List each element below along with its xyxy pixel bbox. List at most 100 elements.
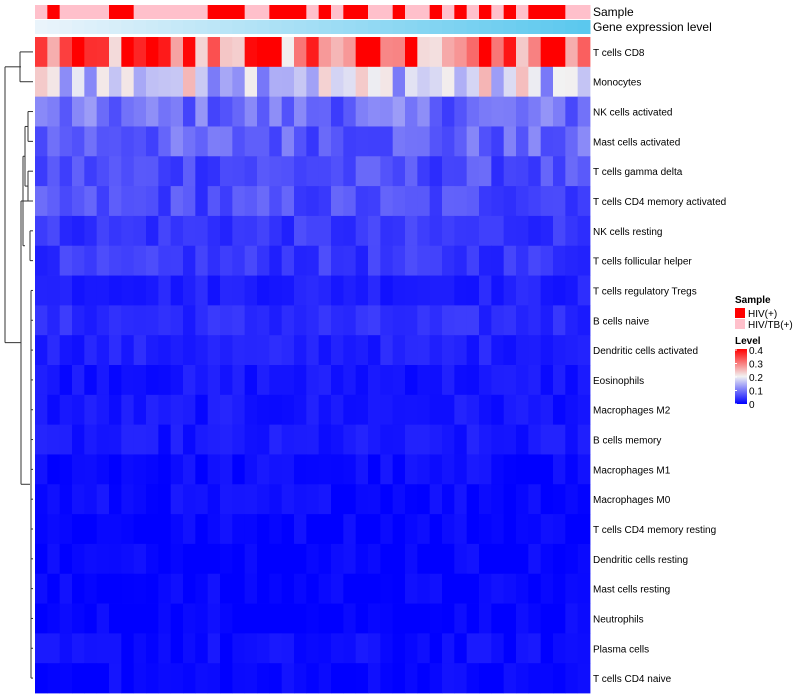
expression-annotation-cell bbox=[442, 20, 455, 34]
heatmap-cell bbox=[158, 186, 172, 217]
expression-annotation-cell bbox=[355, 20, 369, 34]
expression-annotation-cell bbox=[35, 20, 48, 34]
row-label: Monocytes bbox=[593, 78, 641, 89]
legend-swatch-hivtb bbox=[735, 319, 745, 329]
expression-annotation-cell bbox=[183, 20, 196, 34]
heatmap-cell bbox=[355, 365, 369, 396]
heatmap-cell bbox=[195, 215, 209, 247]
heatmap-cell bbox=[466, 603, 480, 634]
heatmap-cell bbox=[121, 156, 135, 187]
heatmap-cell bbox=[442, 633, 455, 664]
heatmap-cell bbox=[392, 96, 406, 127]
heatmap-cell bbox=[158, 573, 172, 604]
heatmap-cell bbox=[294, 543, 307, 575]
heatmap-cell bbox=[368, 186, 381, 217]
heatmap-cell bbox=[479, 633, 492, 664]
heatmap-cell bbox=[355, 603, 369, 634]
legend-label-hiv: HIV(+) bbox=[748, 309, 777, 320]
heatmap-cell bbox=[47, 245, 61, 276]
heatmap-cell bbox=[577, 245, 591, 276]
heatmap-cell bbox=[207, 573, 221, 604]
heatmap-cell bbox=[146, 603, 159, 634]
heatmap-cell bbox=[35, 424, 48, 455]
heatmap-cell bbox=[146, 245, 159, 276]
heatmap-cell bbox=[47, 365, 61, 396]
heatmap-cell bbox=[331, 335, 344, 366]
heatmap-cell bbox=[109, 633, 122, 664]
heatmap-cell bbox=[429, 603, 443, 634]
heatmap-cell bbox=[244, 215, 258, 247]
sample-annotation-label: Sample bbox=[593, 5, 634, 19]
heatmap-cell bbox=[368, 96, 381, 127]
heatmap-cell bbox=[577, 37, 591, 68]
heatmap-cell bbox=[96, 603, 110, 634]
heatmap-cell bbox=[540, 215, 554, 247]
heatmap-cell bbox=[294, 305, 307, 336]
legend-sample-title: Sample bbox=[735, 295, 771, 306]
heatmap-cell bbox=[577, 543, 591, 575]
heatmap-cell bbox=[466, 215, 480, 247]
heatmap-cell bbox=[35, 603, 48, 634]
heatmap-cell bbox=[257, 245, 270, 276]
expression-annotation-cell bbox=[170, 20, 184, 34]
heatmap-cell bbox=[35, 633, 48, 664]
heatmap-cell bbox=[355, 156, 369, 187]
expression-annotation-cell bbox=[269, 20, 283, 34]
heatmap-cell bbox=[121, 454, 135, 485]
heatmap-cell bbox=[195, 245, 209, 276]
heatmap-cell bbox=[380, 603, 394, 634]
expression-annotation-cell bbox=[146, 20, 159, 34]
heatmap-cell bbox=[466, 96, 480, 127]
heatmap-cell bbox=[294, 37, 307, 68]
heatmap-cell bbox=[281, 573, 295, 604]
row-labels: T cells CD8 Monocytes NK cells activated Ma… bbox=[593, 48, 726, 685]
heatmap-cell bbox=[466, 514, 480, 545]
heatmap-cell bbox=[281, 96, 295, 127]
heatmap-cell bbox=[565, 156, 579, 187]
heatmap-cell bbox=[121, 424, 135, 455]
heatmap-cell bbox=[244, 156, 258, 187]
heatmap-cell bbox=[343, 96, 357, 127]
legend-level-colorbar bbox=[735, 349, 747, 404]
row-label: B cells naive bbox=[593, 316, 650, 327]
heatmap-cell bbox=[133, 335, 147, 366]
heatmap-cell bbox=[318, 186, 332, 217]
heatmap-cell bbox=[207, 484, 221, 515]
heatmap-cell bbox=[405, 514, 418, 545]
heatmap-cell bbox=[84, 514, 98, 545]
heatmap-cell bbox=[516, 484, 529, 515]
expression-annotation-cell bbox=[232, 20, 246, 34]
legend-tick-label: 0.4 bbox=[749, 346, 763, 357]
heatmap-cell bbox=[121, 126, 135, 157]
heatmap-cell bbox=[479, 96, 492, 127]
heatmap-cell bbox=[318, 543, 332, 575]
heatmap-cell bbox=[355, 186, 369, 217]
heatmap-cell bbox=[392, 275, 406, 306]
heatmap-cell bbox=[133, 156, 147, 187]
heatmap-cell bbox=[59, 66, 73, 98]
heatmap-cell bbox=[368, 126, 381, 157]
heatmap-cell bbox=[121, 633, 135, 664]
heatmap-cell bbox=[405, 215, 418, 247]
heatmap-cell bbox=[170, 37, 184, 68]
row-label: Macrophages M2 bbox=[593, 406, 671, 417]
heatmap-cell bbox=[306, 156, 320, 187]
heatmap-cell bbox=[158, 543, 172, 575]
heatmap-cell bbox=[269, 335, 283, 366]
heatmap-cell bbox=[146, 633, 159, 664]
heatmap-cell bbox=[96, 543, 110, 575]
heatmap-cell bbox=[59, 156, 73, 187]
heatmap-cell bbox=[380, 37, 394, 68]
heatmap-cell bbox=[577, 156, 591, 187]
sample-annotation-cell bbox=[109, 5, 122, 19]
heatmap-cell bbox=[479, 603, 492, 634]
heatmap-cell bbox=[454, 633, 468, 664]
heatmap-cell bbox=[442, 186, 455, 217]
heatmap-cell bbox=[207, 126, 221, 157]
heatmap-cell bbox=[528, 126, 542, 157]
heatmap-cell bbox=[380, 663, 394, 694]
heatmap-cell bbox=[331, 365, 344, 396]
heatmap-cell bbox=[405, 573, 418, 604]
heatmap-cell bbox=[540, 633, 554, 664]
heatmap-cell bbox=[294, 514, 307, 545]
